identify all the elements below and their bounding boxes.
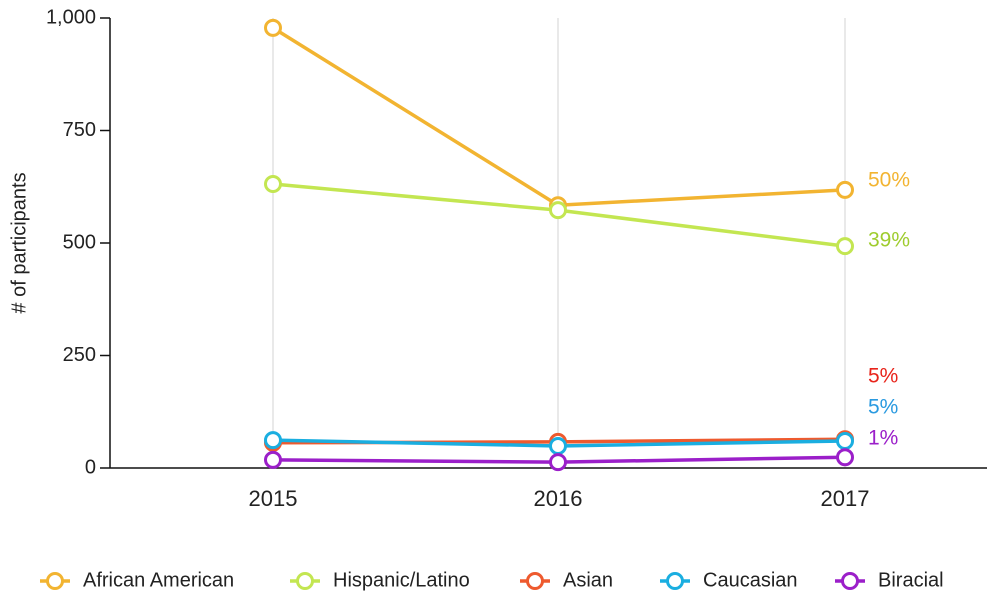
annotation: 39% bbox=[868, 229, 910, 252]
point bbox=[264, 431, 282, 450]
y-tick-label: 750 bbox=[63, 119, 96, 141]
annotation: 5% bbox=[868, 365, 898, 388]
legend-marker bbox=[841, 572, 859, 590]
x-tick-label: 2016 bbox=[534, 486, 583, 511]
legend-item: Hispanic/Latino bbox=[290, 569, 470, 591]
annotation: 50% bbox=[868, 169, 910, 192]
y-axis-label: # of participants bbox=[8, 172, 30, 313]
annotation: 5% bbox=[868, 396, 898, 419]
legend-marker bbox=[666, 572, 684, 590]
legend-item: Biracial bbox=[835, 569, 944, 591]
y-tick-label: 0 bbox=[85, 456, 96, 478]
x-tick-label: 2017 bbox=[821, 486, 870, 511]
legend-item: African American bbox=[40, 569, 234, 591]
annotation: 1% bbox=[868, 427, 898, 450]
legend-marker bbox=[526, 572, 544, 590]
legend-label: Caucasian bbox=[703, 569, 798, 591]
point bbox=[836, 448, 854, 467]
point bbox=[836, 237, 854, 256]
x-tick-label: 2015 bbox=[249, 486, 298, 511]
point bbox=[836, 432, 854, 450]
point bbox=[549, 201, 567, 220]
series-line bbox=[272, 26, 846, 207]
legend-label: Hispanic/Latino bbox=[333, 569, 470, 591]
legend-marker bbox=[46, 572, 64, 590]
legend-label: Asian bbox=[563, 569, 613, 591]
point bbox=[836, 180, 854, 199]
legend-label: African American bbox=[83, 569, 234, 591]
legend-item: Asian bbox=[520, 569, 613, 591]
legend-item: Caucasian bbox=[660, 569, 798, 591]
y-tick-label: 500 bbox=[63, 231, 96, 253]
point bbox=[264, 450, 282, 469]
legend-marker bbox=[296, 572, 314, 590]
legend-label: Biracial bbox=[878, 569, 944, 591]
point bbox=[549, 453, 567, 472]
point bbox=[264, 175, 282, 194]
point bbox=[264, 18, 282, 37]
y-tick-label: 1,000 bbox=[46, 6, 96, 28]
y-tick-label: 250 bbox=[63, 344, 96, 366]
point bbox=[549, 436, 567, 455]
